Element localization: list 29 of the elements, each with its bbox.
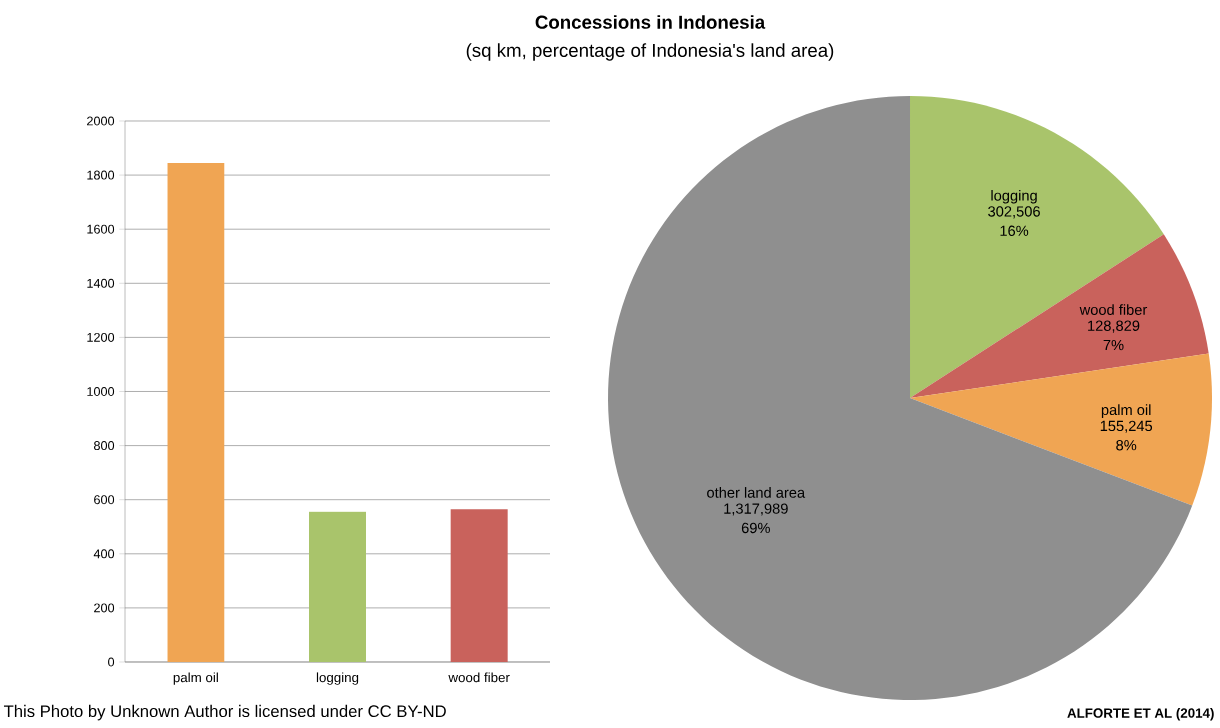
slice-label: other land area	[707, 487, 806, 498]
bar	[167, 162, 225, 662]
text: ALFORTE ET AL (2014)	[1067, 707, 1214, 721]
x-tick-label: wood fiber	[448, 672, 510, 683]
y-tick-label: 200	[94, 603, 115, 613]
slice-label: palm oil	[1101, 404, 1151, 418]
slice-label: wood fiber	[1079, 304, 1148, 315]
data-label: 1,317,989 69%	[724, 503, 788, 534]
chart-subtitle: (sq km, percentage of Indonesia's land area)	[466, 43, 834, 61]
y-tick-label: 800	[94, 441, 115, 451]
data-label: 155,245 8%	[1100, 420, 1153, 451]
y-tick-label: 1600	[87, 224, 115, 234]
chart-title: Concessions in Indonesia	[535, 15, 766, 29]
data-label: 302,506 16%	[988, 206, 1040, 236]
x-tick-label: palm oil	[173, 672, 218, 685]
y-tick-label: 0	[108, 657, 115, 667]
y-tick-label: 1200	[87, 332, 115, 342]
y-tick-label: 1400	[87, 278, 115, 288]
x-tick-label: logging	[316, 672, 359, 685]
y-tick-label: 400	[93, 549, 115, 559]
y-tick-label: 600	[94, 495, 115, 505]
bar	[309, 511, 366, 662]
y-tick-label: 2000	[87, 116, 115, 126]
y-tick-label: 1000	[87, 387, 115, 396]
bar	[450, 509, 508, 662]
slice-label: logging	[991, 189, 1037, 204]
y-tick-label: 1800	[87, 170, 115, 180]
data-label: 128,829 7%	[1088, 320, 1140, 351]
text: This Photo by Unknown Author is licensed under CC BY-ND	[3, 704, 446, 721]
